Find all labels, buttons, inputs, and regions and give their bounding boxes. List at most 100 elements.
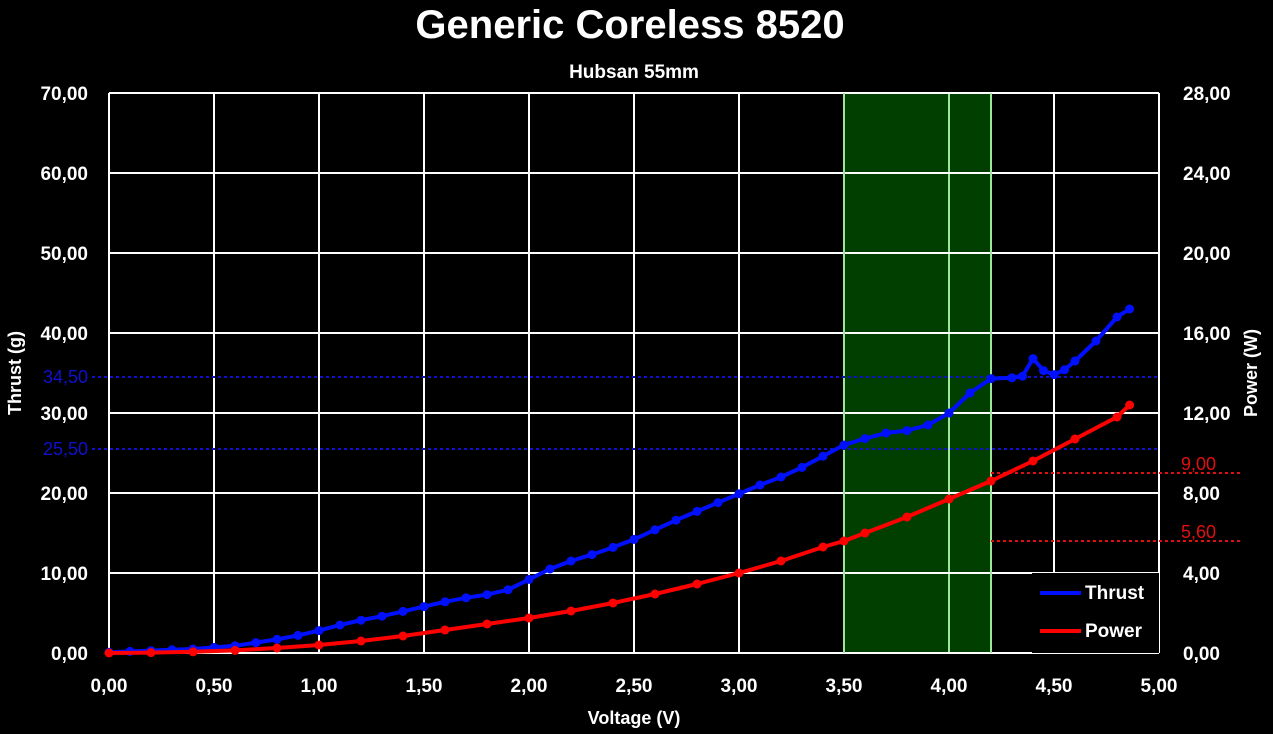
- y-tick-label: 70,00: [40, 84, 88, 105]
- thrust-point: [755, 480, 765, 490]
- y2-tick-label: 4,00: [1183, 564, 1220, 585]
- power-point: [440, 625, 450, 635]
- power-point: [356, 636, 366, 646]
- x-tick-label: 2,00: [511, 676, 548, 697]
- thrust-point: [1091, 336, 1101, 346]
- power-point: [1125, 400, 1135, 410]
- power-point: [944, 494, 954, 504]
- thrust-point: [650, 525, 660, 535]
- thrust-point: [377, 611, 387, 621]
- thrust-point: [356, 615, 366, 625]
- y2-tick-label: 24,00: [1183, 164, 1231, 185]
- reference-lines: 34,50 25,50 9,00 5,60: [43, 367, 1240, 542]
- power-reference-label: 5,60: [1181, 522, 1216, 542]
- thrust-point: [881, 428, 891, 438]
- y-tick-label: 20,00: [40, 484, 88, 505]
- power-point: [104, 648, 114, 658]
- power-point: [314, 640, 324, 650]
- thrust-point: [713, 498, 723, 508]
- thrust-point: [671, 515, 681, 525]
- x-tick-label: 0,50: [196, 676, 233, 697]
- x-tick-label: 4,50: [1036, 676, 1073, 697]
- power-point: [860, 528, 870, 538]
- power-reference-label: 9,00: [1181, 454, 1216, 474]
- thrust-reference-label: 25,50: [43, 439, 88, 459]
- power-point: [902, 512, 912, 522]
- power-point: [986, 476, 996, 486]
- y2-tick-label: 20,00: [1183, 244, 1231, 265]
- thrust-point: [335, 620, 345, 630]
- power-point: [398, 631, 408, 641]
- power-point: [1028, 456, 1038, 466]
- thrust-point: [1007, 373, 1017, 383]
- thrust-point: [1039, 366, 1048, 376]
- power-point: [608, 598, 618, 608]
- series-layer: [104, 304, 1135, 658]
- thrust-point: [986, 374, 996, 384]
- thrust-point: [251, 638, 261, 648]
- power-point: [566, 606, 576, 616]
- thrust-point: [923, 420, 933, 430]
- power-point: [482, 619, 492, 629]
- thrust-point: [1060, 365, 1069, 375]
- x-tick-label: 4,00: [931, 676, 968, 697]
- thrust-point: [965, 388, 975, 398]
- y-tick-label: 30,00: [40, 404, 88, 425]
- legend: Thrust Power: [1032, 573, 1159, 653]
- thrust-point: [440, 597, 450, 607]
- x-axis-ticks: 0,00 0,50 1,00 1,50 2,00 2,50 3,00 3,50 4,00 4,50…: [91, 676, 1178, 697]
- y-axis-label: Thrust (g): [5, 331, 25, 415]
- y-tick-label: 60,00: [40, 164, 88, 185]
- power-point: [734, 568, 744, 578]
- power-point: [188, 647, 198, 657]
- thrust-point: [314, 626, 324, 636]
- thrust-point: [629, 534, 639, 544]
- thrust-point: [419, 602, 429, 612]
- power-point: [692, 579, 702, 589]
- y2-axis-ticks: 0,00 4,00 8,00 12,00 16,00 20,00 24,00 28,00: [1183, 84, 1231, 665]
- thrust-point: [902, 426, 912, 436]
- thrust-point: [503, 585, 513, 595]
- thrust-point: [398, 606, 408, 616]
- y2-tick-label: 16,00: [1183, 324, 1231, 345]
- legend-box: [1032, 573, 1159, 653]
- legend-power-label: Power: [1085, 621, 1143, 642]
- thrust-point: [944, 408, 954, 418]
- thrust-point: [608, 542, 618, 552]
- thrust-point: [1125, 304, 1135, 314]
- y2-tick-label: 12,00: [1183, 404, 1231, 425]
- thrust-point: [1112, 312, 1122, 322]
- thrust-point: [545, 564, 555, 574]
- x-axis-label: Voltage (V): [588, 708, 681, 728]
- thrust-point: [776, 472, 786, 482]
- power-point: [230, 645, 240, 655]
- thrust-point: [692, 506, 702, 516]
- power-point: [818, 542, 828, 552]
- power-point: [272, 643, 282, 653]
- y2-tick-label: 28,00: [1183, 84, 1231, 105]
- thrust-point: [797, 462, 807, 472]
- y2-tick-label: 0,00: [1183, 644, 1220, 665]
- x-tick-label: 2,50: [616, 676, 653, 697]
- power-point: [1070, 434, 1080, 444]
- y2-axis-label: Power (W): [1241, 329, 1261, 417]
- power-point: [1112, 412, 1122, 422]
- power-point: [650, 589, 660, 599]
- thrust-point: [734, 489, 744, 499]
- y-tick-label: 10,00: [40, 564, 88, 585]
- chart-title: Generic Coreless 8520: [415, 3, 844, 47]
- thrust-point: [818, 451, 828, 461]
- x-tick-label: 0,00: [91, 676, 128, 697]
- thrust-point: [293, 630, 303, 640]
- thrust-point: [272, 634, 282, 644]
- power-point: [146, 648, 156, 658]
- y-tick-label: 0,00: [51, 644, 88, 665]
- thrust-point: [839, 440, 849, 450]
- x-tick-label: 3,00: [721, 676, 758, 697]
- thrust-point: [1018, 371, 1027, 381]
- operating-range-highlight: [844, 93, 991, 653]
- thrust-point: [482, 590, 492, 600]
- y-axis-ticks: 0,00 10,00 20,00 30,00 40,00 50,00 60,00 70,00: [40, 84, 88, 665]
- power-point: [524, 613, 534, 623]
